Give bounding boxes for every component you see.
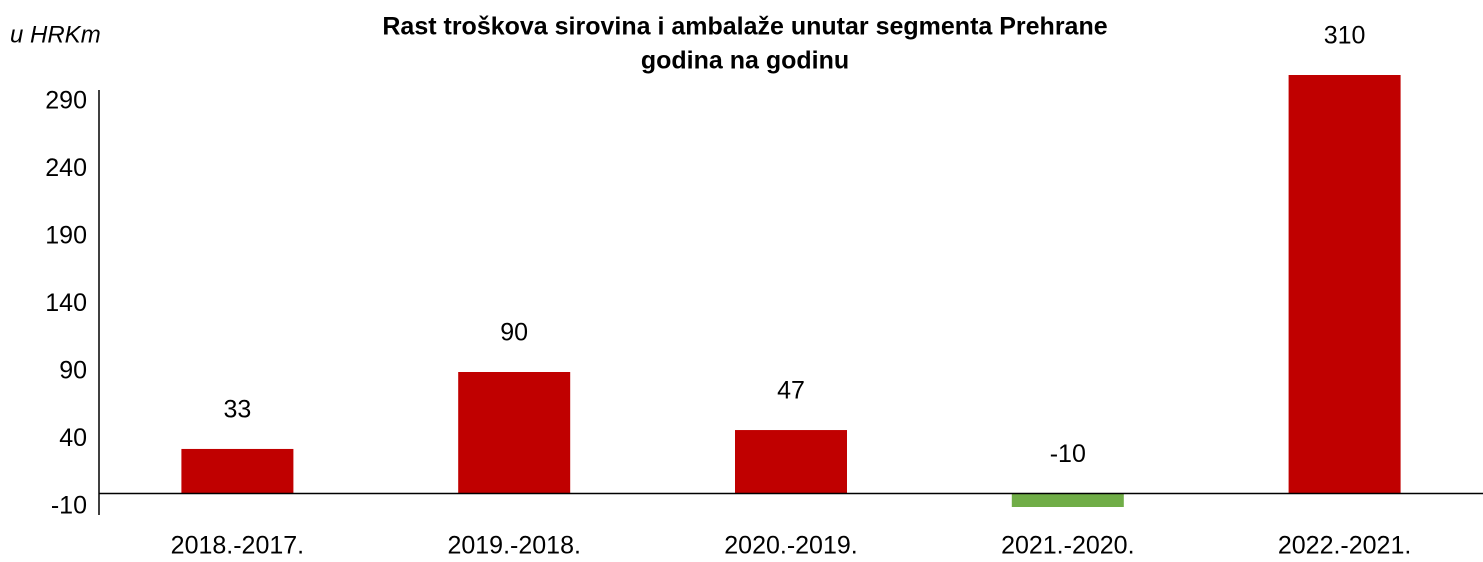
x-tick-label: 2021.-2020. xyxy=(1001,532,1134,560)
bar xyxy=(1288,75,1401,494)
y-tick-label: -10 xyxy=(51,492,87,520)
bar xyxy=(181,448,294,494)
x-tick-label: 2019.-2018. xyxy=(447,532,580,560)
y-tick-label: 290 xyxy=(45,87,87,115)
bar xyxy=(735,430,847,494)
y-tick-label: 40 xyxy=(59,424,87,452)
bar xyxy=(1011,493,1124,507)
y-tick-label: 240 xyxy=(45,154,87,182)
y-tick-label: 190 xyxy=(45,222,87,250)
data-label: 47 xyxy=(777,377,805,405)
x-tick-label: 2020.-2019. xyxy=(724,532,857,560)
x-tick-label: 2022.-2021. xyxy=(1278,532,1411,560)
data-label: -10 xyxy=(1050,440,1086,468)
y-unit-label: u HRKm xyxy=(10,21,101,48)
data-label: 33 xyxy=(223,396,251,424)
data-label: 90 xyxy=(500,319,528,347)
bar xyxy=(458,372,571,494)
data-label: 310 xyxy=(1324,22,1366,50)
chart-title: Rast troškova sirovina i ambalaže unutar… xyxy=(382,13,1107,41)
x-tick-label: 2018.-2017. xyxy=(171,532,304,560)
chart-title: godina na godinu xyxy=(641,47,849,75)
y-tick-label: 140 xyxy=(45,289,87,317)
y-tick-label: 90 xyxy=(59,357,87,385)
